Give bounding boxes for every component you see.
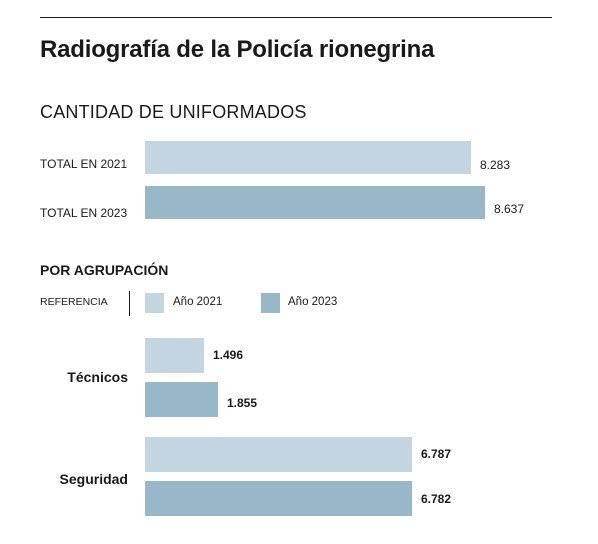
- top-rule: [40, 17, 552, 18]
- legend-reference-label: REFERENCIA: [40, 296, 108, 308]
- total-2023-value: 8.637: [494, 202, 525, 216]
- total-2023-bar: [145, 186, 485, 219]
- tecnicos-2021-bar: [145, 338, 204, 373]
- total-2021-label: TOTAL EN 2021: [40, 157, 128, 171]
- group-label-tecnicos: Técnicos: [67, 369, 128, 385]
- legend-label-2023: Año 2023: [288, 296, 338, 308]
- total-2021-value: 8.283: [480, 158, 511, 172]
- legend-swatch-2021: [145, 293, 164, 313]
- total-2021-bar: [145, 141, 471, 174]
- tecnicos-2023-value: 1.855: [227, 396, 258, 410]
- seguridad-2023-value: 6.782: [421, 492, 452, 506]
- section-title-agrupacion: POR AGRUPACIÓN: [40, 262, 169, 278]
- seguridad-2023-bar: [145, 481, 412, 516]
- legend-label-2021: Año 2021: [173, 296, 223, 308]
- group-label-seguridad: Seguridad: [59, 471, 128, 487]
- seguridad-2021-value: 6.787: [421, 447, 452, 461]
- tecnicos-2021-value: 1.496: [213, 348, 244, 362]
- legend-divider: [129, 291, 130, 316]
- chart-title: Radiografía de la Policía rionegrina: [40, 36, 435, 63]
- section-title-uniformados: CANTIDAD DE UNIFORMADOS: [40, 102, 307, 122]
- seguridad-2021-bar: [145, 437, 412, 472]
- tecnicos-2023-bar: [145, 382, 218, 417]
- total-2023-label: TOTAL EN 2023: [40, 206, 128, 220]
- legend-swatch-2023: [261, 293, 280, 313]
